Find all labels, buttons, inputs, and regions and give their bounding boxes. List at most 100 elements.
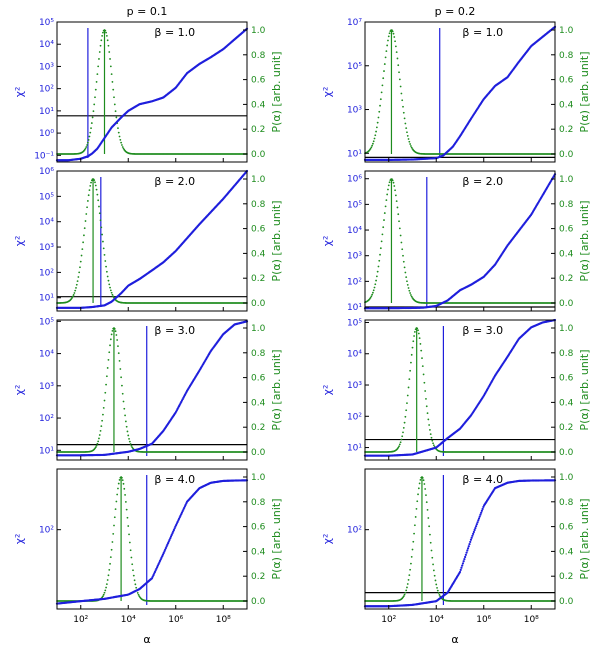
prob-point (98, 212, 101, 215)
probability-series (56, 476, 248, 602)
prob-point (375, 279, 377, 282)
y-tick-label: 10⁵ (39, 317, 54, 327)
right-tick-label: 0.2 (559, 274, 573, 284)
prob-point (97, 440, 100, 443)
prob-point (392, 181, 395, 184)
prob-point (99, 429, 102, 432)
prob-point (400, 438, 403, 441)
right-tick-label: 0.4 (251, 547, 266, 557)
y-tick-label: 10² (39, 85, 54, 95)
prob-point (71, 295, 74, 298)
prob-point (430, 436, 433, 439)
prob-point (114, 508, 117, 511)
right-tick-label: 1.0 (559, 324, 574, 334)
chi2-point (169, 535, 173, 538)
prob-point (402, 260, 405, 263)
prob-point (393, 185, 396, 187)
prob-point (119, 138, 122, 141)
right-axis-label: P(α) [arb. unit] (270, 51, 283, 132)
chi2-point (460, 566, 463, 569)
prob-point (119, 368, 122, 370)
prob-point (106, 39, 109, 42)
chi2-series (363, 318, 557, 457)
prob-point (128, 440, 131, 443)
prob-point (386, 193, 389, 196)
prob-point (113, 96, 115, 99)
prob-point (377, 116, 380, 119)
prob-point (398, 220, 400, 223)
prob-point (96, 73, 99, 75)
prob-point (399, 234, 402, 237)
right-tick-label: 0.8 (559, 498, 574, 508)
prob-point (401, 248, 404, 251)
y-tick-label: 10³ (347, 381, 362, 391)
y-tick-label: 10⁴ (347, 226, 362, 236)
prob-point (372, 291, 374, 294)
prob-point (112, 532, 115, 535)
chi2-point (458, 570, 462, 574)
prob-point (130, 556, 133, 559)
right-tick-label: 0.0 (559, 448, 574, 458)
prob-point (111, 329, 114, 332)
prob-point (100, 425, 103, 428)
prob-point (412, 340, 415, 343)
y-tick-label: 10² (39, 268, 54, 278)
prob-point (401, 99, 404, 102)
y-tick-label: 10¹ (39, 446, 54, 456)
prob-point (111, 293, 114, 296)
right-axis-label: P(α) [arb. unit] (270, 349, 283, 430)
prob-point (109, 556, 112, 558)
prob-point (422, 479, 425, 482)
prob-point (402, 431, 404, 434)
prob-point (429, 429, 431, 431)
prob-point (107, 358, 110, 361)
prob-point (85, 213, 88, 215)
prob-point (95, 188, 98, 191)
axes-frame (56, 170, 248, 312)
prob-point (76, 280, 79, 283)
prob-point (115, 334, 118, 336)
panel-4: β = 2.0 10¹ 10² 10³ 10⁴ 10⁵ 10⁶ χ² 0.0 0.2 0.4 0.6 0… (321, 170, 591, 313)
prob-point (109, 562, 111, 565)
prob-point (409, 143, 412, 145)
right-axis-label: P(α) [arb. unit] (578, 200, 591, 281)
y-tick-label: 10⁴ (39, 350, 54, 360)
prob-point (98, 437, 100, 440)
prob-point (377, 265, 380, 268)
prob-point (89, 131, 92, 134)
prob-point (98, 434, 101, 436)
prob-point (132, 569, 134, 572)
right-axis-label: P(α) [arb. unit] (270, 498, 283, 579)
right-tick-label: 0.0 (559, 597, 574, 607)
y-tick-label: 10³ (39, 382, 54, 392)
right-tick-label: 0.4 (251, 249, 266, 259)
chi2-point (170, 533, 173, 536)
prob-point (134, 583, 137, 586)
prob-point (403, 266, 406, 269)
prob-point (102, 247, 105, 250)
prob-point (104, 589, 107, 592)
prob-point (406, 586, 408, 589)
y-tick-label: 10¹ (347, 303, 362, 313)
prob-point (424, 390, 427, 392)
prob-point (376, 270, 379, 273)
prob-point (105, 586, 107, 589)
prob-point (90, 181, 92, 184)
prob-point (128, 541, 131, 544)
prob-point (374, 283, 377, 286)
prob-point (109, 65, 112, 68)
chi2-point (461, 564, 464, 567)
prob-point (398, 227, 401, 230)
prob-point (403, 593, 406, 596)
prob-point (392, 32, 395, 35)
axes-frame (364, 21, 556, 163)
prob-point (124, 501, 127, 503)
panel-6: β = 3.0 10¹ 10² 10³ 10⁴ 10⁵ χ² 0.0 0.2 0.4 0.6 0.8 1… (321, 318, 591, 461)
prob-point (103, 399, 106, 402)
chi2-point (172, 528, 176, 532)
prob-point (387, 35, 390, 38)
x-tick-label: 10⁴ (121, 615, 136, 625)
prob-point (410, 295, 413, 298)
y-tick-label: 10⁶ (39, 167, 54, 177)
prob-point (404, 271, 407, 274)
